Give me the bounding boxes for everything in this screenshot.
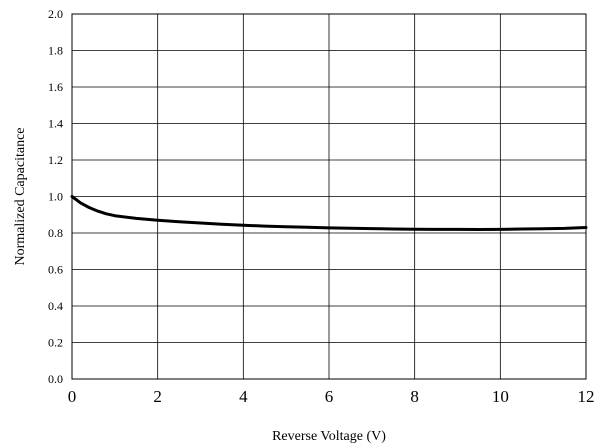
series-layer xyxy=(70,195,588,231)
x-axis-label: Reverse Voltage (V) xyxy=(272,429,386,444)
y-axis-label: Normalized Capacitance xyxy=(13,128,28,266)
grid xyxy=(71,13,587,380)
x-tick-label: 2 xyxy=(153,387,162,406)
series-line xyxy=(70,195,588,231)
x-tick-label: 4 xyxy=(239,387,248,406)
y-tick-label: 0.0 xyxy=(48,372,63,386)
y-tick-label: 1.8 xyxy=(48,44,63,58)
y-tick-label: 0.6 xyxy=(48,263,63,277)
y-tick-label: 0.2 xyxy=(48,336,63,350)
x-tick-label: 8 xyxy=(410,387,419,406)
y-tick-label: 1.0 xyxy=(48,190,63,204)
y-tick-label: 1.2 xyxy=(48,153,63,167)
x-tick-label: 12 xyxy=(578,387,595,406)
y-tick-label: 0.8 xyxy=(48,226,63,240)
y-tick-label: 0.4 xyxy=(48,299,63,313)
x-axis-ticks: 0 2 4 6 8 10 12 xyxy=(68,387,595,406)
x-tick-label: 10 xyxy=(492,387,509,406)
y-axis-ticks: 0.0 0.2 0.4 0.6 0.8 1.0 1.2 1.4 1.6 1.8 2.0 xyxy=(48,7,63,386)
y-tick-label: 1.4 xyxy=(48,117,63,131)
y-tick-label: 2.0 xyxy=(48,7,63,21)
x-tick-label: 0 xyxy=(68,387,77,406)
y-tick-label: 1.6 xyxy=(48,80,63,94)
plot-frame xyxy=(71,13,587,380)
x-tick-label: 6 xyxy=(325,387,334,406)
